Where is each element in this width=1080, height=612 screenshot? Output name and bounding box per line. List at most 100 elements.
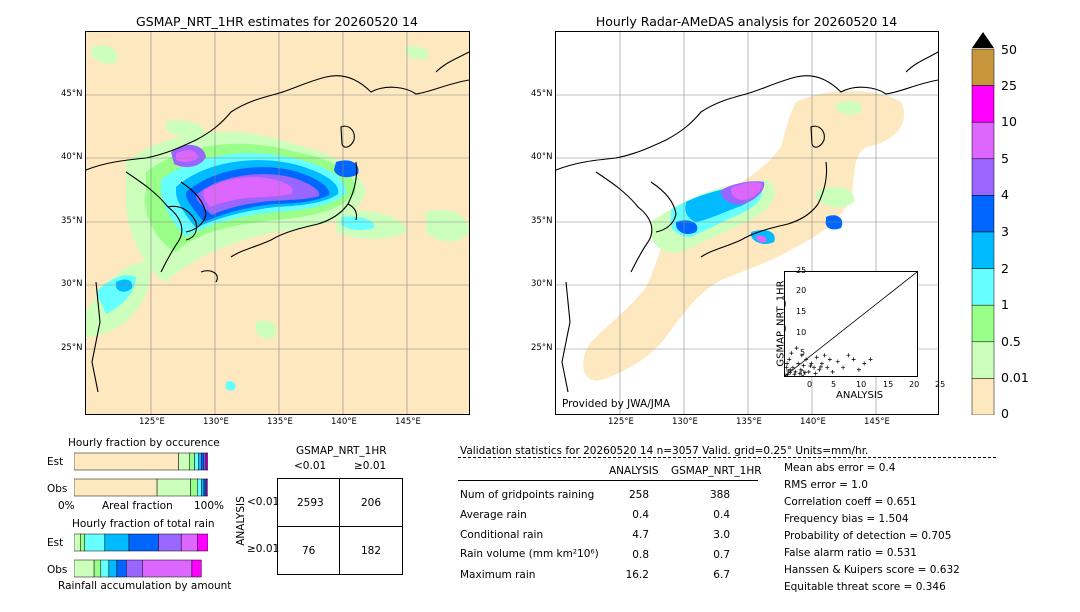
fraction-segment: [100, 559, 110, 578]
fraction-segment: [128, 533, 159, 552]
right-rain-field: [651, 101, 862, 253]
scatter-point: [787, 357, 792, 362]
stat-gsmap: 0.7: [713, 549, 730, 561]
occurrence-title: Hourly fraction by occurence: [68, 437, 220, 449]
scatter-xtick: 0: [807, 380, 813, 389]
right-map: Provided by JWA/JMA: [555, 31, 939, 415]
total-rain-row-est: Est: [47, 537, 64, 549]
right-lon-tick-130: 130°E: [672, 417, 698, 427]
stat-label: Conditional rain: [460, 529, 544, 541]
contingency-cell: 2593: [297, 497, 324, 509]
scatter-point: [868, 357, 873, 362]
stat-gsmap: 388: [709, 489, 730, 501]
scatter-point: [803, 370, 808, 375]
total-rain-bar-est: [74, 533, 208, 552]
scatter-point: [812, 365, 817, 370]
fraction-segment: [188, 452, 195, 471]
validation-divider: [458, 457, 996, 458]
scatter-point: [789, 351, 794, 356]
stat-gsmap: 6.7: [713, 569, 730, 581]
right-lon-tick-140: 140°E: [800, 417, 826, 427]
colorbar-label: 5: [1001, 151, 1009, 166]
fraction-segment: [74, 452, 179, 471]
right-lat-tick-30: 30°N: [531, 279, 553, 289]
occurrence-row-obs: Obs: [47, 483, 68, 495]
fraction-segment: [197, 478, 202, 497]
occurrence-bars: [74, 452, 208, 497]
scatter-xtick: 10: [856, 380, 867, 389]
left-rain-field: [86, 45, 469, 391]
left-map: [85, 31, 470, 415]
colorbar-segment: [971, 195, 995, 233]
scatter-inset: [784, 271, 918, 377]
scatter-ylabel: GSMAP_NRT_1HR: [775, 280, 787, 367]
total-rain-title: Hourly fraction of total rain: [72, 518, 215, 530]
fraction-segment: [206, 452, 208, 471]
left-lon-tick-125: 125°E: [139, 417, 165, 427]
scatter-ytick: 5: [800, 348, 806, 357]
scatter-point: [796, 361, 801, 366]
left-lat-tick-40: 40°N: [61, 152, 83, 162]
left-lat-tick-35: 35°N: [61, 216, 83, 226]
contingency-row-lt: <0.01: [247, 496, 280, 508]
fraction-segment: [126, 559, 143, 578]
scatter-point: [785, 361, 790, 366]
scatter-point: [788, 367, 793, 372]
scatter-point: [809, 361, 814, 366]
stat-analysis: 0.8: [632, 549, 649, 561]
fraction-segment: [190, 478, 198, 497]
scatter-point: [830, 369, 835, 374]
scatter-point: [786, 369, 791, 374]
colorbar-segment: [971, 304, 995, 343]
scatter-point: [806, 369, 811, 374]
fraction-segment: [108, 559, 118, 578]
colorbar-segment: [971, 85, 995, 123]
occurrence-xtick-0: 0%: [58, 500, 75, 512]
right-lat-tick-45: 45°N: [531, 89, 553, 99]
scatter-point: [827, 357, 832, 362]
occurrence-xlabel: Areal fraction: [102, 500, 173, 512]
right-lon-tick-145: 145°E: [864, 417, 890, 427]
occurrence-bar-est: [74, 452, 208, 471]
scatter-xtick: 25: [935, 380, 946, 389]
contingency-cell: 182: [361, 545, 382, 557]
scatter-xlabel: ANALYSIS: [836, 390, 884, 401]
scatter-point: [835, 359, 840, 364]
scatter-point: [814, 355, 819, 360]
colorbar-label: 3: [1001, 224, 1009, 239]
score-line: Mean abs error = 0.4: [784, 462, 896, 474]
stat-gsmap: 0.4: [713, 509, 730, 521]
scatter-point: [841, 365, 846, 370]
total-rain-row-obs: Obs: [47, 564, 68, 576]
fraction-segment: [191, 559, 202, 578]
right-lat-tick-40: 40°N: [531, 152, 553, 162]
stat-label: Average rain: [460, 509, 527, 521]
left-coastlines: [86, 51, 469, 393]
right-lon-tick-125: 125°E: [608, 417, 634, 427]
scatter-point: [818, 364, 823, 369]
colorbar-segment: [971, 158, 995, 196]
right-map-title: Hourly Radar-AMeDAS analysis for 2026052…: [595, 14, 898, 29]
left-graticule: [86, 32, 469, 414]
colorbar-label: 25: [1001, 78, 1017, 93]
validation-col-gsmap: GSMAP_NRT_1HR: [671, 465, 762, 477]
colorbar-segment: [971, 48, 995, 86]
stat-analysis: 4.7: [632, 529, 649, 541]
fraction-segment: [178, 452, 190, 471]
fraction-segment: [116, 559, 127, 578]
score-line: Equitable threat score = 0.346: [784, 581, 946, 593]
colorbar-label: 50: [1001, 42, 1017, 57]
stat-gsmap: 3.0: [713, 529, 730, 541]
validation-rule: [458, 480, 758, 481]
colorbar-label: 2: [1001, 261, 1009, 276]
fraction-segment: [198, 452, 202, 471]
scatter-ytick: 20: [796, 286, 807, 295]
occurrence-xtick-100: 100%: [194, 500, 225, 512]
left-map-title: GSMAP_NRT_1HR estimates for 20260520 14: [136, 14, 418, 29]
colorbar-segments: [971, 48, 995, 415]
scatter-point: [793, 369, 798, 374]
scatter-xtick: 5: [831, 380, 837, 389]
scatter-point: [846, 353, 851, 358]
right-coastlines: [556, 51, 938, 393]
fraction-segment: [84, 533, 106, 552]
